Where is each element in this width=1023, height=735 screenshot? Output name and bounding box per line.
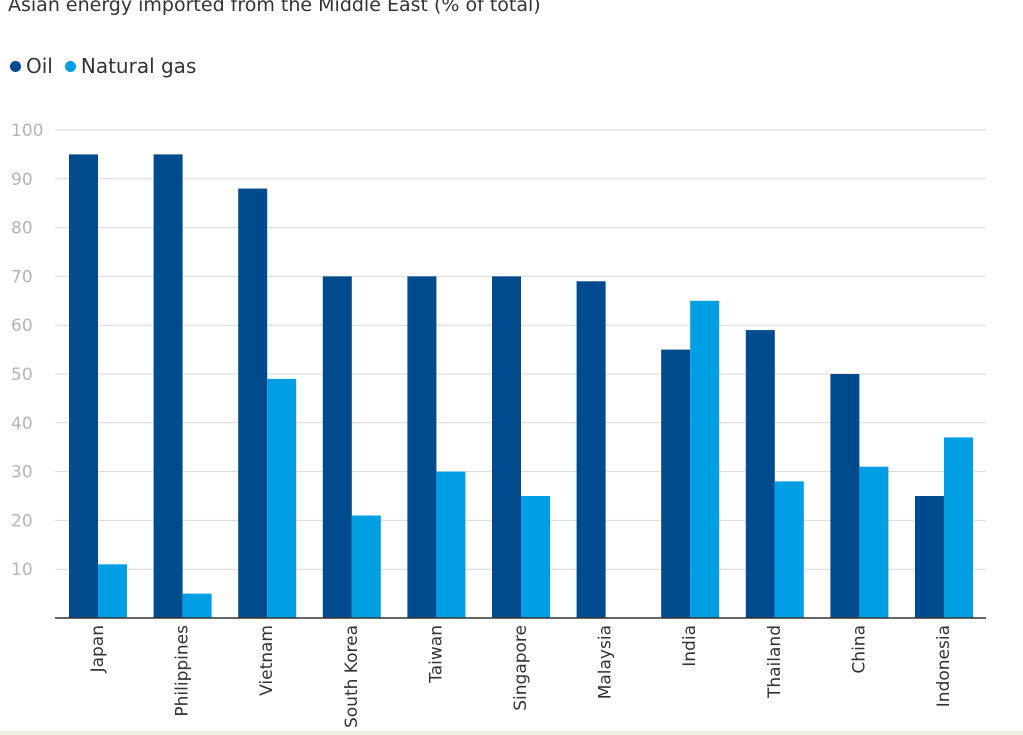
chart-legend: Oil Natural gas [10, 54, 208, 78]
bar-natural-gas [859, 466, 889, 618]
bar-oil [153, 154, 183, 618]
y-tick-label: 100 [11, 121, 43, 141]
bar-natural-gas [267, 378, 297, 618]
bar-natural-gas [690, 300, 720, 618]
axes: 100 90 80 70 60 50 40 30 20 10 Japan Philippines Vie… [11, 121, 986, 728]
bar-natural-gas [774, 481, 804, 618]
x-tick-label: Japan [88, 625, 108, 673]
y-tick-label: 90 [11, 170, 33, 190]
y-tick-label: 40 [11, 414, 33, 434]
bar-oil [322, 276, 352, 618]
x-tick-label: Malaysia [596, 625, 616, 699]
y-tick-label: 30 [11, 463, 33, 483]
x-tick-label: Indonesia [934, 625, 954, 707]
x-tick-label: South Korea [342, 625, 362, 728]
bar-oil [407, 276, 437, 618]
x-tick-label: China [849, 625, 869, 674]
legend-item-oil: Oil [10, 54, 53, 78]
x-tick-label: Vietnam [257, 625, 277, 696]
bar-natural-gas [944, 437, 973, 618]
bar-natural-gas [98, 564, 127, 618]
legend-natural-gas-swatch [64, 60, 76, 72]
bar-oil [69, 154, 98, 618]
bar-natural-gas [436, 471, 466, 618]
y-tick-label: 60 [11, 316, 33, 336]
bar-oil [915, 496, 944, 618]
legend-natural-gas-label: Natural gas [80, 54, 197, 78]
x-tick-label: Singapore [511, 625, 531, 711]
bar-oil [745, 330, 775, 618]
x-tick-label: Thailand [765, 625, 785, 699]
y-tick-label: 10 [11, 560, 33, 580]
y-tick-label: 50 [11, 365, 33, 385]
y-tick-label: 70 [11, 267, 33, 287]
bar-oil [238, 188, 268, 618]
x-tick-label: Taiwan [426, 625, 446, 684]
legend-item-natural-gas: Natural gas [64, 54, 197, 78]
bar-natural-gas [521, 496, 550, 618]
y-tick-label: 80 [11, 219, 33, 239]
bar-oil [492, 276, 521, 618]
x-tick-label: India [680, 625, 700, 667]
bar-oil [576, 281, 606, 618]
x-tick-label: Philippines [173, 625, 193, 717]
y-tick-label: 20 [11, 511, 33, 531]
bar-natural-gas [351, 515, 381, 618]
legend-oil-swatch [10, 60, 21, 72]
bar-oil [661, 349, 691, 618]
chart-title: Asian energy imported from the Middle Ea… [8, 0, 541, 16]
legend-oil-label: Oil [26, 54, 53, 78]
bar-natural-gas [182, 593, 212, 618]
bar-oil [830, 374, 860, 618]
bottom-strip [0, 731, 1023, 735]
bars [69, 154, 973, 618]
